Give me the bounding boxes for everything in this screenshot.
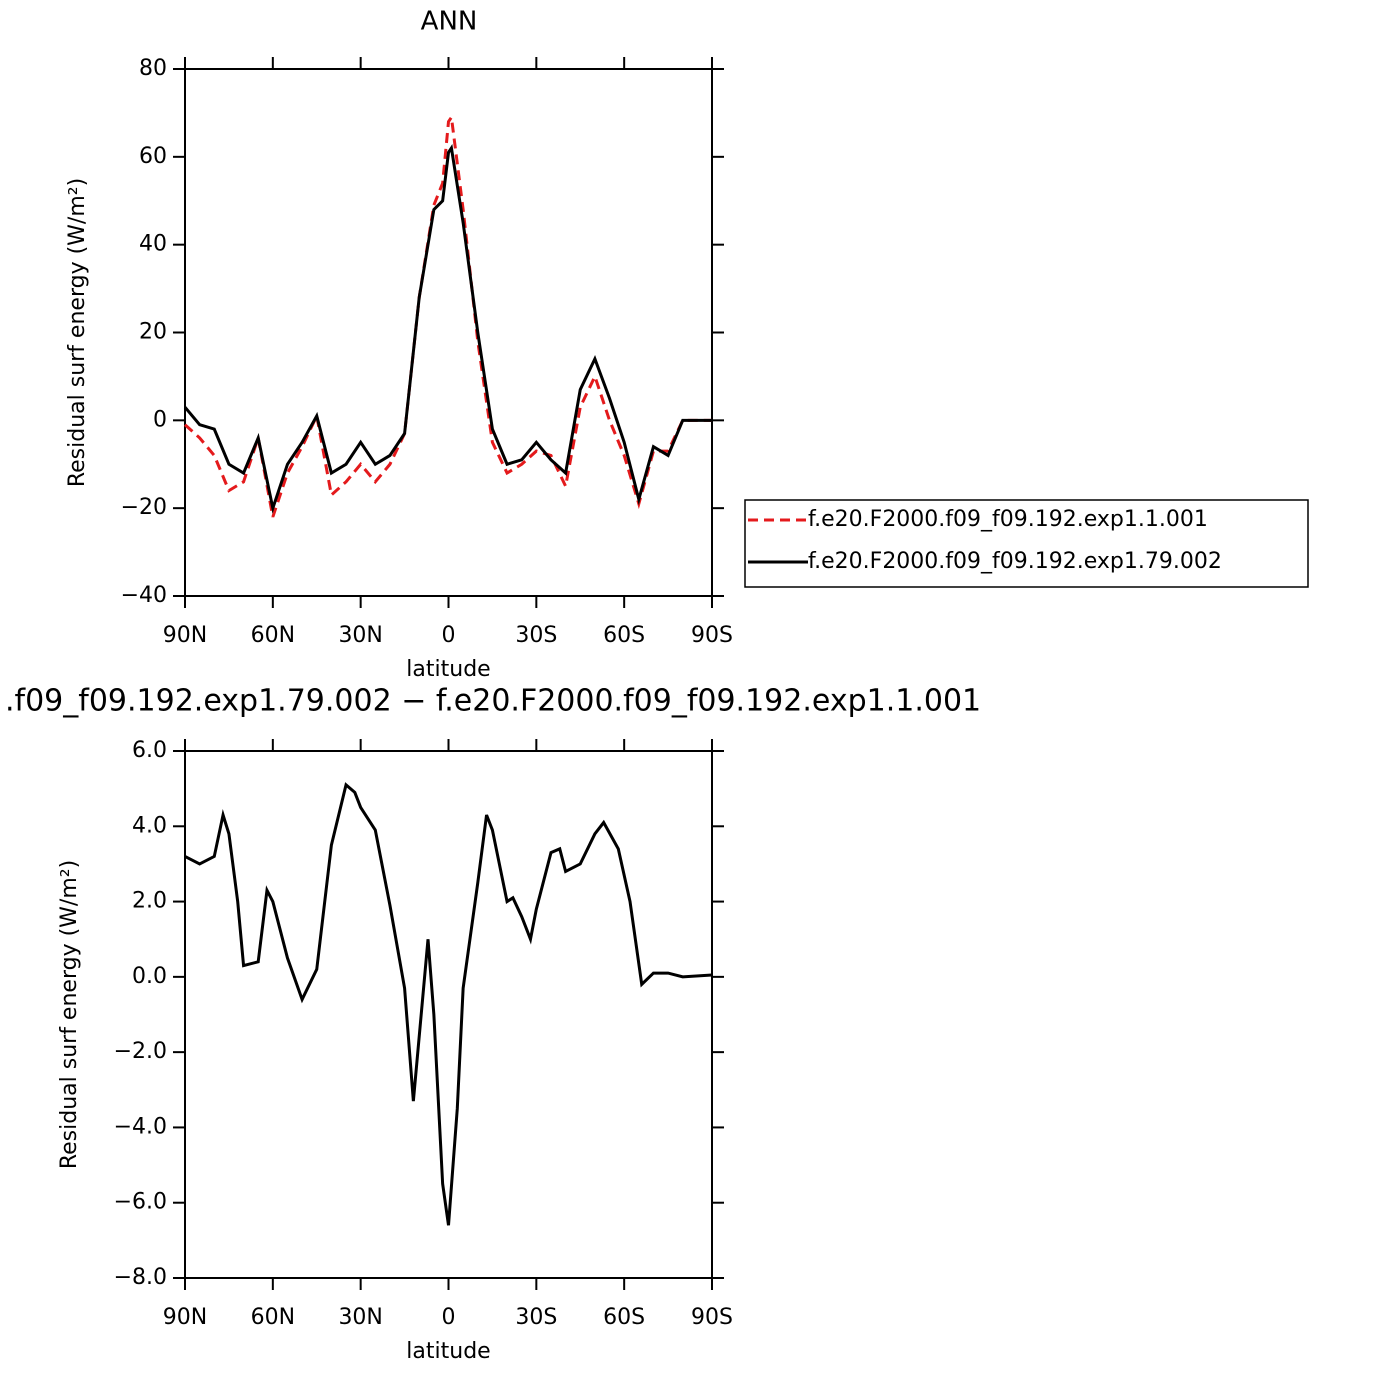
x-tick-label: 30N [338, 623, 382, 648]
data-line [183, 113, 712, 518]
y-tick-label: 40 [139, 232, 167, 257]
x-tick-label: 90N [163, 1305, 207, 1330]
plot-frame [184, 750, 713, 1279]
x-tick-label: 60S [603, 623, 645, 648]
x-axis-label: latitude [406, 657, 490, 682]
y-axis-label: Residual surf energy (W/m²) [65, 178, 90, 487]
x-tick-label: 30N [338, 1305, 382, 1330]
x-tick-label: 0 [442, 1305, 456, 1330]
y-tick-label: 4.0 [132, 813, 167, 838]
y-tick-label: −6.0 [114, 1190, 167, 1215]
x-tick-label: 90S [691, 1305, 733, 1330]
y-tick-label: 20 [139, 320, 167, 345]
y-tick-label: −40 [121, 583, 167, 608]
data-line [183, 144, 712, 514]
plot-frame [184, 68, 713, 597]
x-tick-label: 30S [515, 1305, 557, 1330]
x-tick-label: 0 [442, 623, 456, 648]
legend-label: f.e20.F2000.f09_f09.192.exp1.79.002 [808, 549, 1222, 574]
x-axis-label: latitude [406, 1339, 490, 1364]
x-tick-label: 60S [603, 1305, 645, 1330]
x-tick-label: 90N [163, 623, 207, 648]
y-tick-label: 6.0 [132, 738, 167, 763]
data-line [184, 782, 713, 1226]
x-tick-label: 60N [251, 623, 295, 648]
legend-box [744, 499, 1309, 588]
x-tick-label: 60N [251, 1305, 295, 1330]
y-tick-label: 2.0 [132, 889, 167, 914]
y-tick-label: −2.0 [114, 1039, 167, 1064]
y-tick-label: 0 [153, 407, 167, 432]
y-tick-label: 80 [139, 56, 167, 81]
x-tick-label: 30S [515, 623, 557, 648]
y-tick-label: −20 [121, 495, 167, 520]
x-tick-label: 90S [691, 623, 733, 648]
y-tick-label: −4.0 [114, 1114, 167, 1139]
y-axis-label: Residual surf energy (W/m²) [57, 860, 82, 1169]
chart-title: ANN [421, 7, 478, 37]
chart-title: .f09_f09.192.exp1.79.002 − f.e20.F2000.f… [5, 684, 981, 719]
legend-label: f.e20.F2000.f09_f09.192.exp1.1.001 [808, 507, 1208, 532]
y-tick-label: −8.0 [114, 1265, 167, 1290]
y-tick-label: 0.0 [132, 964, 167, 989]
y-tick-label: 60 [139, 144, 167, 169]
